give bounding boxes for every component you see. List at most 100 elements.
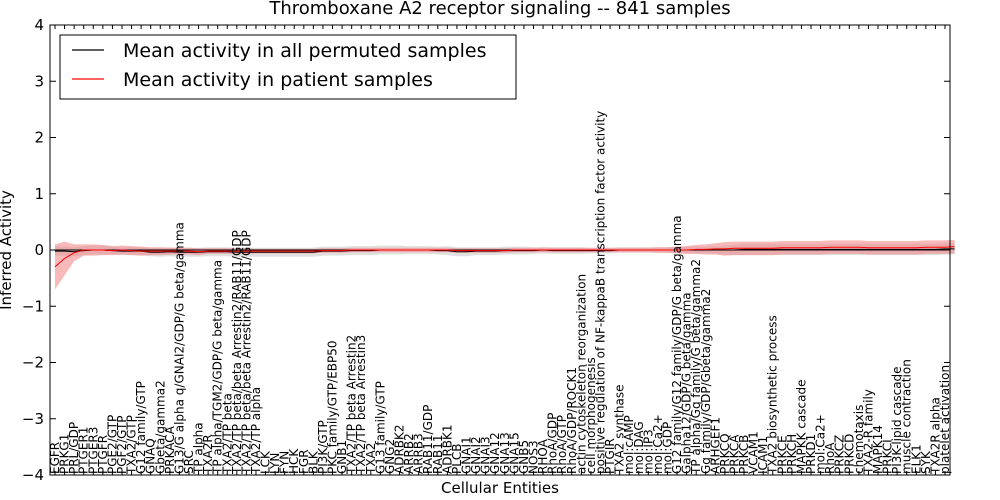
- x-tick-label: PGF2/GTP: [115, 415, 129, 474]
- x-tick-label: PI3K/GTP: [316, 420, 330, 474]
- x-axis-title: Cellular Entities: [441, 479, 559, 497]
- x-tick-label: chemotaxis: [852, 405, 866, 474]
- x-tick-label: PKC family/GTP/EBP50: [326, 340, 340, 474]
- y-tick-label: −3: [22, 410, 44, 428]
- y-tick-label: 2: [34, 129, 44, 147]
- x-tick-label: ARRB3: [412, 433, 426, 474]
- x-tick-label: ICAM1: [756, 436, 770, 474]
- x-tick-label: muscle contraction: [900, 359, 914, 474]
- x-tick-label: TXA2/GTP: [125, 415, 139, 475]
- x-tick-label: actin cytoskeleton reorganization: [574, 274, 588, 474]
- x-tick-label: GNAI1: [460, 436, 474, 474]
- x-tick-label: mol:IP3: [641, 429, 655, 474]
- y-tick-label: 4: [34, 16, 44, 34]
- x-tick-label: ELK1: [909, 444, 923, 474]
- y-tick-label: 1: [34, 185, 44, 203]
- x-tick-label: PLCB: [450, 443, 464, 474]
- legend-box: [59, 34, 517, 100]
- x-tick-label: PRKCI: [881, 439, 895, 474]
- y-tick-label: 3: [34, 72, 44, 90]
- x-tick-label: RHOA: [536, 438, 550, 474]
- x-tick-label: PTGER1: [77, 427, 91, 474]
- x-tick-label: TP alpha/TGM2/GDP/G beta/gamma: [211, 260, 225, 475]
- x-tick-label: BLK: [306, 450, 320, 474]
- legend-label-0: Mean activity in all permuted samples: [123, 40, 486, 62]
- x-tick-label: RhoA/GDP/ROCK1: [565, 367, 579, 474]
- legend-label-1: Mean activity in patient samples: [123, 69, 433, 91]
- x-tick-label: RhoA: [823, 442, 837, 474]
- x-tick-label: MAPKK cascade: [794, 379, 808, 474]
- x-tick-label: VCAM1: [747, 431, 761, 474]
- x-tick-label: G12 family/G12 family/GDP/G beta/gamma: [670, 215, 684, 474]
- x-tick-label: ADRBK2: [393, 424, 407, 474]
- x-tick-label: mol:cAMP: [622, 415, 636, 474]
- x-tick-label: TXA2-R family: [861, 389, 875, 475]
- x-tick-label: Gbeta/gamma2: [153, 380, 167, 474]
- x-tick-label: PI3K-lipid cascade: [890, 366, 904, 474]
- x-tick-label: RAB11: [431, 434, 445, 474]
- x-tick-label: mol:GDP: [660, 422, 674, 474]
- x-tick-label: TXA2/TP beta Arrestin2: [345, 335, 359, 475]
- x-tick-label: FYN: [278, 451, 292, 474]
- x-tick-label: GNA12: [488, 432, 502, 474]
- x-tick-label: G13 family/GTP: [373, 381, 387, 474]
- x-tick-label: PRKCZ: [833, 435, 847, 474]
- x-tick-label: GNB5: [517, 440, 531, 474]
- x-tick-label: HCK: [287, 448, 301, 474]
- x-tick-label: RAB11/GDP: [421, 405, 435, 474]
- x-tick-label: GNG2: [383, 439, 397, 474]
- x-tick-label: mol:Ca2+: [814, 414, 828, 474]
- x-tick-label: TP alpha: [192, 422, 206, 475]
- x-tick-label: PRKACA: [163, 425, 177, 474]
- plot-area: 4 3 2 1 0 −1 −2 −3 −4 EGFRPRKG1PRL/GDPPTGER1PTGER…: [22, 16, 955, 484]
- series-line-1: [54, 246, 955, 268]
- x-tick-label: PGE2/GTP: [105, 415, 119, 474]
- x-tick-label: positive regulation of NF-kappaB transcr…: [593, 111, 607, 474]
- x-tick-label: LCK: [259, 450, 273, 474]
- x-tick-label: PRKCE: [775, 435, 789, 474]
- x-tick-label: mol:Ca2+: [651, 414, 665, 474]
- x-tick-label: TXA2/TP beta: [220, 393, 234, 475]
- x-tick-label: Gq family/GDP/Gbeta/gamma2: [699, 289, 713, 474]
- x-tick-label: GNA13: [498, 432, 512, 474]
- x-tick-label: ARHGEF1: [708, 417, 722, 474]
- x-tick-label: LYN: [268, 453, 282, 474]
- x-tick-label: G13/G alpha q/GNAI2/GDP/G beta/gamma: [172, 222, 186, 474]
- x-tick-label: TXA2/TP beta Arrestin3: [354, 335, 368, 475]
- x-tick-label: PRKCA: [727, 434, 741, 474]
- x-tick-label: NOS3: [526, 440, 540, 474]
- x-tick-label: TXA2 synthase: [613, 385, 627, 475]
- y-axis-title: Inferred Activity: [0, 190, 15, 310]
- x-tick-label: G12 family/GTP: [134, 381, 148, 474]
- x-tick-label: PRKCB: [737, 435, 751, 474]
- x-tick-label: ADRBK1: [440, 424, 454, 474]
- x-tick-label: PRKD1: [804, 434, 818, 474]
- x-tick-label: GNAI3: [479, 436, 493, 474]
- x-tick-label: PRKCD: [842, 434, 856, 474]
- x-tick-label: TP alpha/Gq family/G beta/gamma2: [689, 259, 703, 475]
- x-tick-label: TXA2R alpha: [928, 397, 942, 475]
- x-tick-label: PRL/GDP: [67, 422, 81, 474]
- x-tick-label: PRKCQ: [718, 433, 732, 474]
- x-tick-label: RhoA/GTP: [555, 415, 569, 474]
- x-tick-label: PTGFR: [96, 435, 110, 474]
- x-tick-label: PRKG1: [58, 434, 72, 474]
- x-tick-label: GNAI2: [469, 436, 483, 474]
- chart-title: Thromboxane A2 receptor signaling -- 841…: [268, 0, 730, 19]
- x-tick-label: MAPK14: [871, 425, 885, 474]
- x-tick-label: TXA2/TP beta/beta Arrestin2/RAB11/GDP: [239, 230, 253, 475]
- x-tick-label: GNA15: [507, 432, 521, 474]
- x-tick-label: mol:DAG: [632, 421, 646, 474]
- x-tick-label: RhoA/GDP: [546, 413, 560, 474]
- x-tick-label: TXA2R: [201, 434, 215, 475]
- x-tick-label: TXA2 biosynthetic process: [766, 315, 780, 475]
- legend: Mean activity in all permuted samples Mea…: [59, 34, 517, 100]
- x-tick-label: PRKCH: [785, 434, 799, 474]
- x-tick-label: PTGER3: [86, 427, 100, 474]
- x-tick-label: platelet activation: [938, 365, 952, 474]
- x-tick-label: GNAQ: [144, 438, 158, 474]
- x-tick-label: GNB1: [335, 440, 349, 474]
- x-tick-label: cell morphogenesis: [584, 357, 598, 474]
- x-tick-label: Galpha12/GDP/G beta/gamma: [680, 292, 694, 474]
